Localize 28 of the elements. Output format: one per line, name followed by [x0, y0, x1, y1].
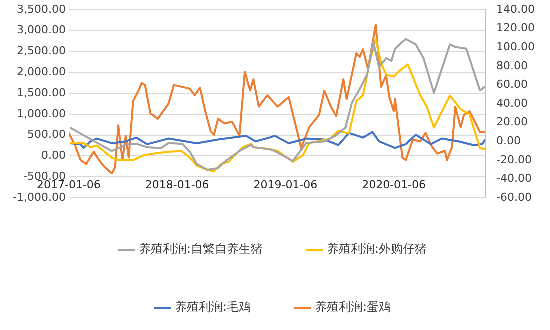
y-tick-label: 3,000.00 — [16, 24, 66, 37]
x-tick-label: 2019-01-06 — [254, 178, 318, 192]
y-tick-label: 2,500.00 — [16, 44, 66, 58]
y2-tick-label: 120.00 — [496, 22, 536, 35]
y2-tick-label: 0.00 — [496, 134, 522, 148]
y2-tick-label: -40.00 — [496, 172, 532, 186]
legend-label: 养殖利润:蛋鸡 — [315, 300, 392, 314]
y-tick-label: 500.00 — [27, 128, 66, 142]
legend-label: 养殖利润:外购仔猪 — [327, 242, 428, 256]
x-tick-label: 2020-01-06 — [362, 178, 426, 192]
y2-tick-label: -20.00 — [496, 153, 532, 166]
y-tick-label: 3,500.00 — [16, 2, 66, 16]
y2-tick-label: 80.00 — [496, 59, 528, 72]
y-tick-label: 1,000.00 — [16, 107, 66, 120]
legend-label: 养殖利润:自繁自养生猪 — [138, 242, 264, 256]
y2-tick-label: 60.00 — [496, 78, 528, 92]
y2-tick-label: 140.00 — [496, 2, 536, 16]
y2-tick-label: 20.00 — [496, 116, 528, 129]
x-tick-label: 2018-01-06 — [145, 178, 210, 192]
y2-tick-label: 40.00 — [496, 96, 528, 110]
y-tick-label: 0.00 — [41, 149, 66, 162]
y2-tick-label: -60.00 — [496, 190, 532, 204]
y-tick-label: -1,000.00 — [12, 190, 66, 204]
y-tick-label: 1,500.00 — [16, 86, 66, 100]
x-tick-label: 2017-01-06 — [36, 178, 101, 192]
legend-label: 养殖利润:毛鸡 — [174, 300, 252, 314]
y2-tick-label: 100.00 — [496, 40, 536, 54]
y-tick-label: 2,000.00 — [16, 66, 66, 79]
